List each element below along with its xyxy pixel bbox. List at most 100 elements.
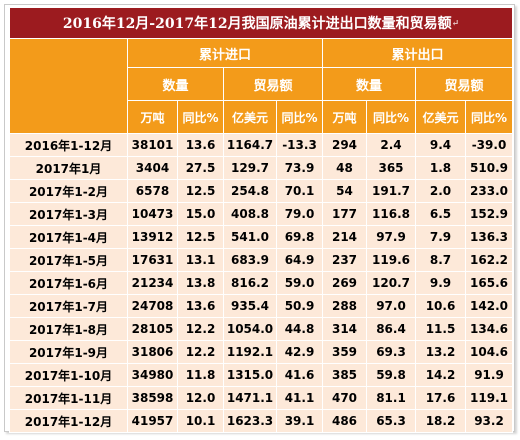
- group-header-row: 累计进口 累计出口: [9, 38, 513, 134]
- table-cell: 935.4: [223, 294, 277, 318]
- row-label: 2017年1-2月: [9, 179, 128, 203]
- paragraph-mark-icon: ↵: [451, 19, 460, 29]
- table-cell: 408.8: [223, 202, 277, 226]
- measure-header-row: 数量 贸易额 数量 贸易额: [10, 67, 513, 101]
- table-row: 2017年1-7月 24708 13.6 935.4 50.9 288 97.0 10.6 14…: [9, 294, 513, 318]
- table-cell: 11.8: [177, 363, 224, 387]
- table-cell: 48: [322, 156, 367, 180]
- table-title-text: 2016年12月-2017年12月我国原油累计进出口数量和贸易额: [62, 16, 452, 32]
- table-cell: 162.2: [465, 248, 513, 272]
- table-row: 2017年1-8月 28105 12.2 1054.0 44.8 314 86.4 11.5 1…: [9, 317, 513, 341]
- table-cell: 8.7: [415, 248, 466, 272]
- table-cell: 13.6: [177, 294, 224, 318]
- table-cell: 59.8: [366, 363, 416, 387]
- table-cell: 41.1: [276, 386, 323, 410]
- table-cell: 18.2: [415, 409, 466, 433]
- table-cell: 510.9: [465, 156, 513, 180]
- table-cell: 191.7: [366, 179, 416, 203]
- table-cell: 15.0: [177, 202, 224, 226]
- table-cell: 28105: [127, 317, 178, 341]
- table-cell: 14.2: [415, 363, 466, 387]
- row-label: 2017年1-11月: [9, 386, 128, 410]
- table-row: 2017年1-9月 31806 12.2 1192.1 42.9 359 69.3 13.2 1…: [9, 340, 513, 364]
- table-cell: 31806: [127, 340, 178, 364]
- table-cell: 44.8: [276, 317, 323, 341]
- table-frame: 2016年12月-2017年12月我国原油累计进出口数量和贸易额↵ 累计进口 累…: [4, 4, 515, 433]
- row-label: 2017年1-6月: [9, 271, 128, 295]
- table-cell: 21234: [127, 271, 178, 295]
- table-cell: 79.0: [276, 202, 323, 226]
- table-cell: 136.3: [465, 225, 513, 249]
- table-cell: 1471.1: [223, 386, 277, 410]
- table-cell: 97.9: [366, 225, 416, 249]
- table-cell: 1164.7: [223, 133, 277, 157]
- crude-oil-trade-table: 2016年12月-2017年12月我国原油累计进出口数量和贸易额↵ 累计进口 累…: [9, 7, 513, 433]
- table-cell: 233.0: [465, 179, 513, 203]
- table-cell: -39.0: [465, 133, 513, 157]
- row-label: 2017年1-10月: [9, 363, 128, 387]
- table-cell: 1.8: [415, 156, 466, 180]
- table-cell: 10.6: [415, 294, 466, 318]
- table-cell: 214: [322, 225, 367, 249]
- table-cell: 683.9: [223, 248, 277, 272]
- table-cell: 2.0: [415, 179, 466, 203]
- table-cell: 11.5: [415, 317, 466, 341]
- table-cell: 13912: [127, 225, 178, 249]
- table-cell: 6.5: [415, 202, 466, 226]
- table-cell: 7.9: [415, 225, 466, 249]
- table-cell: 97.0: [366, 294, 416, 318]
- table-cell: 91.9: [465, 363, 513, 387]
- row-label: 2017年1-3月: [9, 202, 128, 226]
- row-label: 2016年1-12月: [9, 133, 128, 157]
- table-row: 2017年1-10月 34980 11.8 1315.0 41.6 385 59.8 14.2…: [9, 363, 513, 387]
- table-row: 2017年1-3月 10473 15.0 408.8 79.0 177 116.8 6.5 15…: [9, 202, 513, 226]
- table-cell: 359: [322, 340, 367, 364]
- table-row: 2017年1-2月 6578 12.5 254.8 70.1 54 191.7 2.0 233.…: [9, 179, 513, 203]
- row-label: 2017年1-8月: [9, 317, 128, 341]
- table-cell: 12.0: [177, 386, 224, 410]
- table-cell: 64.9: [276, 248, 323, 272]
- row-label: 2017年1-5月: [9, 248, 128, 272]
- table-cell: 119.6: [366, 248, 416, 272]
- table-cell: 13.6: [177, 133, 224, 157]
- table-cell: 254.8: [223, 179, 277, 203]
- unit-header: 同比%: [177, 100, 224, 134]
- table-cell: 129.7: [223, 156, 277, 180]
- table-cell: 10473: [127, 202, 178, 226]
- title-row: 2016年12月-2017年12月我国原油累计进出口数量和贸易额↵: [9, 7, 513, 39]
- table-cell: 120.7: [366, 271, 416, 295]
- row-label: 2017年1-7月: [9, 294, 128, 318]
- unit-header: 万吨: [322, 100, 367, 134]
- table-cell: 9.9: [415, 271, 466, 295]
- table-cell: 12.5: [177, 225, 224, 249]
- table-row: 2016年1-12月 38101 13.6 1164.7 -13.3 294 2.4 9.4-…: [9, 133, 513, 157]
- table-cell: 39.1: [276, 409, 323, 433]
- table-cell: 1054.0: [223, 317, 277, 341]
- export-value-header: 贸易额: [415, 67, 513, 101]
- unit-header: 同比%: [276, 100, 323, 134]
- table-cell: 1623.3: [223, 409, 277, 433]
- row-label: 2017年1-12月: [9, 409, 128, 433]
- table-cell: 288: [322, 294, 367, 318]
- table-cell: 34980: [127, 363, 178, 387]
- table-cell: 65.3: [366, 409, 416, 433]
- row-label: 2017年1月: [9, 156, 128, 180]
- import-quantity-header: 数量: [127, 67, 224, 101]
- table-cell: 42.9: [276, 340, 323, 364]
- import-value-header: 贸易额: [223, 67, 323, 101]
- table-cell: 142.0: [465, 294, 513, 318]
- table-cell: 1192.1: [223, 340, 277, 364]
- unit-header-row: 万吨 同比% 亿美元 同比% 万吨 同比% 亿美元 同比%: [10, 100, 513, 134]
- table-cell: 10.1: [177, 409, 224, 433]
- table-cell: 152.9: [465, 202, 513, 226]
- table-cell: 314: [322, 317, 367, 341]
- row-label: 2017年1-9月: [9, 340, 128, 364]
- table-cell: 237: [322, 248, 367, 272]
- table-cell: 24708: [127, 294, 178, 318]
- table-row: 2017年1-4月 13912 12.5 541.0 69.8 214 97.9 7.9 136…: [9, 225, 513, 249]
- table-cell: 93.2: [465, 409, 513, 433]
- table-cell: 54: [322, 179, 367, 203]
- table-cell: 116.8: [366, 202, 416, 226]
- table-cell: 294: [322, 133, 367, 157]
- table-cell: 13.2: [415, 340, 466, 364]
